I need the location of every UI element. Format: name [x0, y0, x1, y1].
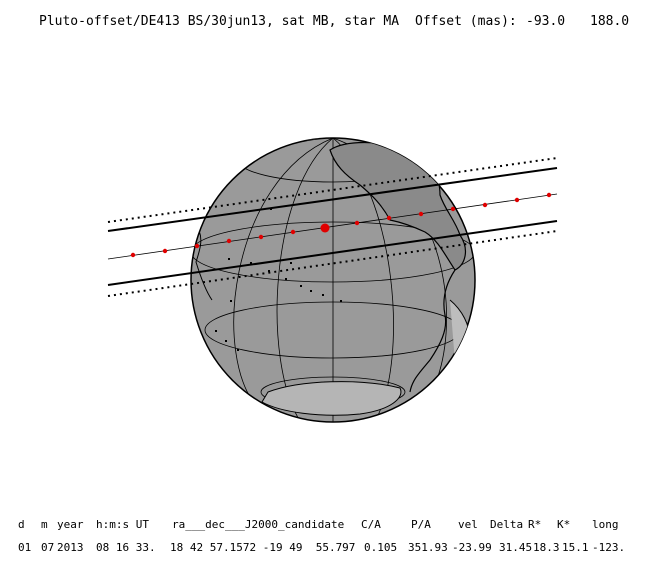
time-mark — [386, 215, 392, 221]
col-kstar-label: K* — [557, 518, 571, 531]
time-mark — [130, 252, 136, 258]
time-mark — [546, 192, 552, 198]
south-shadow-limit — [107, 220, 558, 286]
south-error-limit — [107, 230, 558, 297]
asia-coast — [194, 224, 213, 301]
col-month-label: m — [41, 518, 48, 531]
kstar-value: 15.1 — [562, 541, 589, 554]
time-mark — [482, 202, 488, 208]
time-mark — [354, 220, 360, 226]
rstar-value: 18.3 — [533, 541, 560, 554]
delta-value: 31.45 — [499, 541, 533, 554]
time-mark — [450, 206, 456, 212]
ca-value: 0.105 — [364, 541, 398, 554]
col-time-label: h:m:s UT — [96, 518, 149, 531]
time-mark — [258, 234, 264, 240]
plot-header: Pluto-offset/DE413 BS/30jun13, sat MB, s… — [0, 14, 649, 34]
plot-title: Pluto-offset/DE413 BS/30jun13, sat MB, s… — [39, 14, 400, 29]
antarctica — [261, 381, 402, 416]
time-mark — [418, 211, 424, 217]
month-value: 07 — [41, 541, 55, 554]
long-value: -123. — [592, 541, 626, 554]
offset-x-value: -93.0 — [526, 14, 566, 29]
south-america-coast — [409, 269, 456, 393]
time-mark — [514, 197, 520, 203]
col-radec-label: ra___dec___J2000_candidate — [172, 518, 345, 531]
year-value: 2013 — [57, 541, 84, 554]
north-shadow-limit — [107, 167, 558, 232]
col-rstar-label: R* — [528, 518, 542, 531]
col-day-label: d — [18, 518, 25, 531]
col-delta-label: Delta — [490, 518, 524, 531]
vel-value: -23.99 — [452, 541, 492, 554]
radec-value: 18 42 57.1572 -19 49 55.797 — [170, 541, 356, 554]
time-mark — [194, 243, 200, 249]
day-value: 01 — [18, 541, 32, 554]
time-value: 08 16 33. — [96, 541, 156, 554]
closest-approach-mark — [320, 223, 330, 233]
offset-y-value: 188.0 — [590, 14, 630, 29]
time-mark — [226, 238, 232, 244]
offset-label: Offset (mas): — [415, 14, 517, 29]
pa-value: 351.93 — [408, 541, 448, 554]
col-long-label: long — [592, 518, 619, 531]
central-path-line — [107, 193, 558, 260]
col-year-label: year — [57, 518, 84, 531]
time-mark — [162, 248, 168, 254]
error-limits — [107, 157, 558, 297]
path-time-marks — [130, 192, 552, 258]
col-ca-label: C/A — [361, 518, 381, 531]
col-vel-label: vel — [458, 518, 478, 531]
shadow-limits — [107, 167, 558, 286]
col-pa-label: P/A — [411, 518, 431, 531]
time-mark — [290, 229, 296, 235]
